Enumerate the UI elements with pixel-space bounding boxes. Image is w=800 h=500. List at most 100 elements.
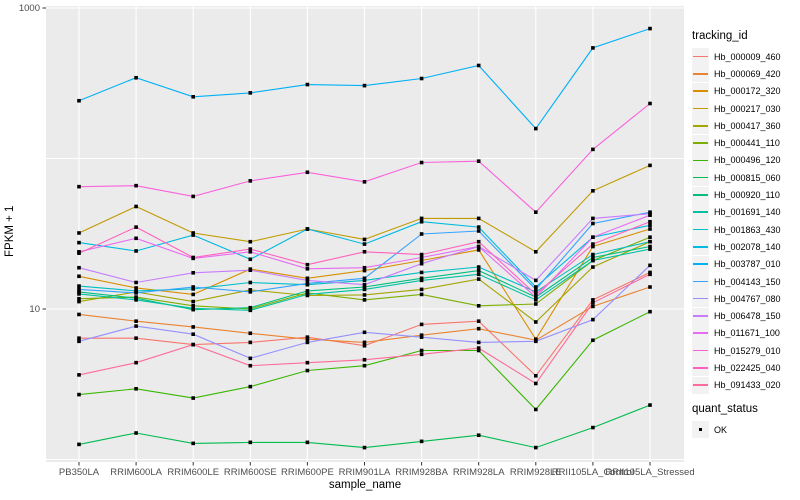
data-point (534, 298, 538, 302)
data-point (476, 272, 481, 277)
data-point (534, 287, 538, 292)
data-point (134, 386, 138, 391)
legend-item-label: Hb_000069_420 (714, 68, 781, 79)
data-point (362, 83, 367, 88)
data-point (362, 363, 367, 368)
data-point (248, 308, 253, 313)
x-axis-title: sample_name (328, 479, 402, 491)
data-point (476, 433, 481, 438)
data-point (534, 292, 538, 297)
data-point (476, 348, 481, 353)
x-tick-label: RRIM600SE (224, 467, 277, 478)
legend-item: Hb_091433_020 (692, 376, 800, 394)
data-point (534, 285, 538, 289)
legend-color-line (693, 124, 708, 127)
legend-key-point-swatch (692, 421, 709, 439)
data-point (134, 336, 138, 340)
legend-key-line-swatch (692, 169, 709, 187)
data-point (419, 216, 424, 221)
data-point (191, 299, 195, 304)
x-tick-label: RRIM928BA (395, 467, 448, 478)
legend-item: Hb_006478_150 (692, 307, 800, 325)
data-point (362, 249, 367, 254)
legend-item-label: Hb_001863_430 (714, 224, 781, 235)
legend-item: Hb_003787_010 (692, 255, 800, 273)
data-point (134, 286, 138, 290)
data-point (591, 242, 595, 246)
legend-item-label: Hb_091433_020 (714, 380, 781, 391)
data-point (134, 75, 138, 80)
data-point (591, 338, 595, 343)
data-point (362, 278, 367, 283)
data-point (419, 258, 424, 263)
data-point (248, 305, 253, 310)
data-point (362, 343, 367, 348)
legend-item-label: Hb_000815_060 (714, 172, 781, 183)
legend-color-line (693, 142, 708, 144)
legend-color-line (693, 107, 708, 110)
legend-item-label: Hb_000009_460 (714, 51, 781, 62)
data-point (648, 309, 652, 314)
data-point (248, 384, 253, 389)
data-point (77, 240, 81, 245)
data-point (648, 270, 652, 275)
data-point (77, 442, 81, 447)
data-point (534, 210, 538, 214)
data-point (591, 46, 595, 50)
legend-item-quant: OK (692, 421, 800, 439)
data-point (591, 258, 595, 263)
data-point (191, 441, 195, 446)
data-point (305, 335, 310, 339)
data-point (77, 284, 81, 288)
data-point (305, 82, 310, 87)
data-point (419, 335, 424, 339)
data-point (305, 360, 310, 365)
data-point (476, 239, 481, 244)
data-point (419, 292, 424, 297)
legend-item-label: Hb_011671_100 (714, 328, 780, 339)
legend-color-line (693, 280, 708, 283)
legend-key-line-swatch (692, 238, 709, 256)
data-point (591, 255, 595, 260)
data-point (362, 357, 367, 362)
data-point (419, 255, 424, 260)
data-point (591, 304, 595, 309)
legend-item: Hb_000417_360 (692, 117, 800, 135)
data-point (648, 272, 652, 277)
data-point (191, 304, 195, 308)
data-point (191, 270, 195, 275)
legend-key-line-swatch (692, 203, 709, 221)
data-point (419, 439, 424, 444)
legend-color-line (693, 176, 708, 179)
legend: tracking_id Hb_000009_460 Hb_000069_420 Hb… (692, 0, 800, 439)
data-point (191, 396, 195, 400)
data-point (534, 290, 538, 294)
legend-color-line (693, 384, 708, 386)
data-point (134, 291, 138, 295)
legend-color-line (693, 159, 708, 162)
data-point (419, 261, 424, 266)
data-point (305, 337, 310, 341)
data-point (77, 287, 81, 292)
data-point (476, 229, 481, 233)
data-point (134, 249, 138, 253)
legend-color-line (693, 367, 708, 369)
data-point (534, 407, 538, 412)
data-point (362, 265, 367, 270)
y-axis-title: FPKM + 1 (4, 205, 16, 257)
data-point (648, 403, 652, 407)
data-point (248, 239, 253, 244)
legend-color-line (693, 55, 708, 58)
data-point (77, 339, 81, 344)
data-point (591, 252, 595, 257)
data-point (419, 287, 424, 292)
data-point (77, 184, 81, 189)
data-point (77, 265, 81, 270)
legend-item-label: Hb_002078_140 (714, 241, 781, 252)
data-point (248, 257, 253, 262)
x-tick-label: RRII105LA_Control (552, 467, 634, 478)
legend-item-label: Hb_000217_030 (714, 103, 781, 114)
data-point (191, 255, 195, 260)
legend-key-line-swatch (692, 134, 709, 152)
